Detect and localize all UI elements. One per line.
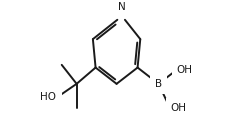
- Text: N: N: [118, 2, 126, 12]
- Text: OH: OH: [171, 103, 187, 113]
- Text: OH: OH: [177, 65, 193, 75]
- Text: B: B: [155, 79, 162, 89]
- Text: HO: HO: [40, 92, 56, 102]
